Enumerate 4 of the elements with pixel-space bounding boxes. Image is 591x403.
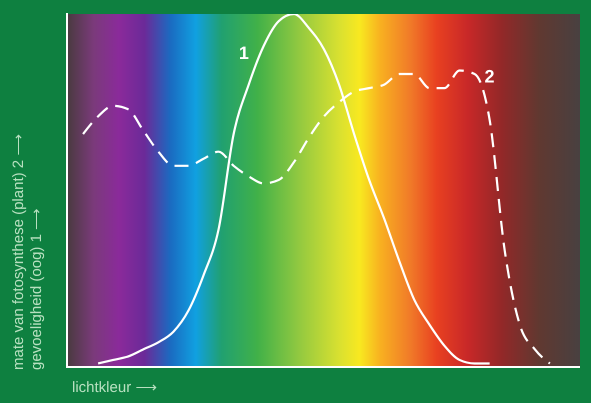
series-label: 2 xyxy=(484,66,495,86)
y-axis-title: mate van fotosynthese (plant) 2 ⟶ gevoeligheid (oog) 1 ⟶ xyxy=(10,134,46,370)
series-label: 1 xyxy=(238,43,249,63)
x-axis-title: lichtkleur ⟶ xyxy=(72,378,158,396)
